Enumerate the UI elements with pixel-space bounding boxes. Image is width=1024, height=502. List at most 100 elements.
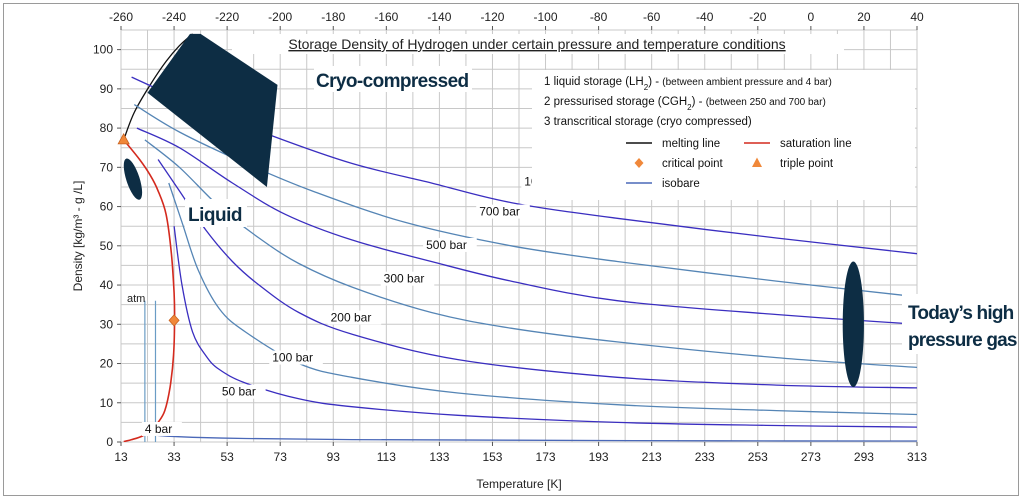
- top-tick-label: -80: [590, 10, 608, 24]
- figure-frame: 13 33 53 73 93 113 133 153 173 193 213 233 253 273 293…: [3, 3, 1019, 496]
- top-tick-label: -100: [534, 10, 558, 24]
- x-tick-label: 13: [114, 450, 128, 464]
- isobare-50-bar-curve: [173, 226, 917, 428]
- x-tick-label: 73: [274, 450, 288, 464]
- liquid-label: Liquid: [188, 205, 242, 226]
- melting-line-curve: [123, 33, 194, 141]
- y-tick-label: 60: [100, 200, 114, 214]
- top-tick-label: -160: [374, 10, 398, 24]
- liquid-region: [123, 158, 143, 200]
- x-tick-label: 173: [536, 450, 556, 464]
- x-tick-label: 293: [854, 450, 874, 464]
- gas-label-box: [902, 294, 1015, 354]
- isobar-label: 4 bar: [145, 422, 172, 436]
- isobar-label-background: [423, 237, 477, 252]
- top-tick-label: -120: [480, 10, 504, 24]
- isobar-label: 500 bar: [426, 238, 467, 252]
- legend-note: 3 transcritical storage (cryo compressed…: [544, 116, 752, 128]
- y-tick-label: 0: [106, 435, 113, 449]
- top-tick-label: -20: [749, 10, 767, 24]
- legend-background: [532, 70, 915, 200]
- y-axis-ticks: 0 10 20 30 40 50 60 70 80 90 100: [93, 43, 121, 449]
- isobar-label: 200 bar: [331, 311, 372, 325]
- storage-regions: [123, 33, 864, 388]
- isobar-label: 700 bar: [479, 205, 520, 219]
- x-tick-label: 233: [695, 450, 715, 464]
- legend-entry-label: critical point: [662, 158, 724, 170]
- cryo-compressed-region: [147, 33, 278, 188]
- isobar-label: 300 bar: [384, 272, 425, 286]
- atm-label: atm: [127, 293, 145, 305]
- x-tick-label: 213: [642, 450, 662, 464]
- critical-point-marker: [168, 314, 180, 327]
- legend-note: 1 liquid storage (LH2) - (between ambien…: [544, 76, 832, 92]
- y-tick-label: 10: [100, 396, 114, 410]
- x-tick-label: 313: [907, 450, 927, 464]
- legend-entry-label: triple point: [780, 158, 834, 170]
- cryo-compressed-label: Cryo-compressed: [316, 71, 469, 92]
- top-axis-ticks: -260 -240 -220 -200 -180 -160 -140 -120 -100 -80-…: [109, 10, 924, 30]
- y-tick-label: 90: [100, 82, 114, 96]
- x-axis-ticks: 13 33 53 73 93 113 133 153 173 193 213 233 253 273 293…: [114, 442, 927, 464]
- title-background: [232, 34, 844, 54]
- x-axis-label: Temperature [K]: [476, 477, 561, 491]
- top-tick-label: -240: [162, 10, 186, 24]
- y-tick-label: 20: [100, 357, 114, 371]
- markers: [117, 133, 180, 327]
- x-tick-label: 113: [377, 450, 396, 464]
- x-tick-label: 93: [327, 450, 341, 464]
- legend-note: 2 pressurised storage (CGH2) - (between …: [544, 96, 826, 112]
- x-tick-label: 33: [167, 450, 181, 464]
- isobare-700-bar-curve: [133, 104, 917, 298]
- x-tick-label: 53: [220, 450, 234, 464]
- legend-swatch-diamond: [634, 158, 644, 168]
- cryo-label-box: [314, 66, 472, 92]
- isobar-label-background: [476, 204, 530, 219]
- top-tick-label: -40: [696, 10, 714, 24]
- top-tick-label: -140: [427, 10, 451, 24]
- gas-label-line-1: Today’s high: [908, 303, 1014, 324]
- isobare-200-bar-curve: [157, 159, 917, 389]
- x-tick-label: 193: [589, 450, 609, 464]
- y-tick-label: 50: [100, 239, 114, 253]
- hydrogen-density-chart: 13 33 53 73 93 113 133 153 173 193 213 233 253 273 293…: [71, 10, 1018, 491]
- top-tick-label: -220: [215, 10, 239, 24]
- legend-entry-label: melting line: [662, 138, 720, 150]
- top-tick-label: -260: [109, 10, 133, 24]
- liquid-label-box: [185, 199, 247, 227]
- isobare-500-bar-curve: [136, 127, 917, 325]
- y-tick-label: 80: [100, 121, 114, 135]
- x-tick-label: 153: [482, 450, 502, 464]
- gas-label-line-2: pressure gas: [908, 330, 1017, 351]
- top-tick-label: 40: [910, 10, 924, 24]
- y-tick-label: 100: [93, 43, 113, 57]
- legend-entry-label: saturation line: [780, 138, 852, 150]
- triple-point-marker: [117, 133, 130, 145]
- legend-entry-label: isobare: [662, 178, 700, 190]
- isobar-label: 50 bar: [222, 385, 256, 399]
- isobar-label: 100 bar: [272, 351, 313, 365]
- chart-title: Storage Density of Hydrogen under certai…: [288, 36, 785, 52]
- top-tick-label: 0: [808, 10, 815, 24]
- isobare-100-bar-curve: [168, 182, 917, 416]
- top-tick-label: -180: [321, 10, 345, 24]
- high-pressure-gas-region: [842, 261, 864, 388]
- x-tick-label: 253: [748, 450, 768, 464]
- top-tick-label: -60: [643, 10, 661, 24]
- legend: 1 liquid storage (LH2) - (between ambien…: [532, 70, 915, 200]
- y-tick-label: 40: [100, 278, 114, 292]
- top-tick-label: -200: [268, 10, 292, 24]
- isobar-label-background: [218, 384, 266, 399]
- isobar-label-background: [327, 310, 382, 325]
- isobar-label-background: [141, 421, 182, 436]
- y-axis-label: Density [kg/m³ - g /L]: [71, 181, 85, 292]
- y-tick-label: 70: [100, 160, 114, 174]
- isobar-label-background: [269, 350, 323, 365]
- x-tick-label: 133: [429, 450, 449, 464]
- isobare-4-bar-curve: [150, 433, 917, 442]
- legend-swatch-triangle: [752, 157, 762, 167]
- top-tick-label: 20: [857, 10, 871, 24]
- y-tick-label: 30: [100, 317, 114, 331]
- isobar-label-background: [380, 271, 435, 286]
- x-tick-label: 273: [801, 450, 821, 464]
